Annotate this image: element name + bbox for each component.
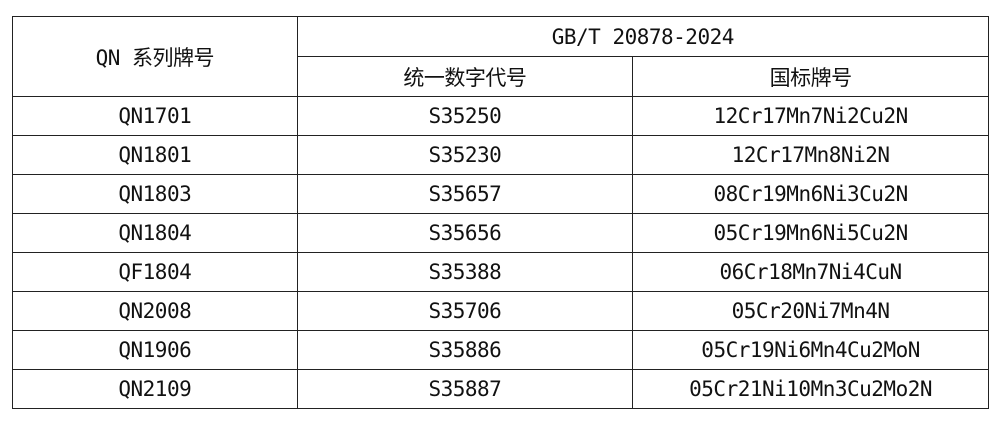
cell-unified-code: S35388 — [296, 252, 634, 292]
header-qn-series: QN 系列牌号 — [12, 16, 298, 97]
cell-unified-code: S35657 — [296, 174, 634, 214]
table-row: QN1701 S35250 12Cr17Mn7Ni2Cu2N — [12, 96, 989, 136]
cell-national-grade: 05Cr20Ni7Mn4N — [632, 291, 989, 331]
table-row: QF1804 S35388 06Cr18Mn7Ni4CuN — [12, 252, 989, 292]
cell-unified-code: S35886 — [296, 330, 634, 370]
cell-national-grade: 08Cr19Mn6Ni3Cu2N — [632, 174, 989, 214]
cell-national-grade: 05Cr21Ni10Mn3Cu2Mo2N — [632, 369, 989, 409]
header-row-2: 统一数字代号 国标牌号 — [13, 56, 989, 97]
cell-qn-grade: QN1701 — [12, 96, 298, 136]
cell-national-grade: 05Cr19Ni6Mn4Cu2MoN — [632, 330, 989, 370]
grade-comparison-table: QN 系列牌号 GB/T 20878-2024 统一数字代号 国标牌号 QN17… — [12, 16, 990, 409]
table-row: QN1803 S35657 08Cr19Mn6Ni3Cu2N — [12, 174, 989, 214]
cell-national-grade: 06Cr18Mn7Ni4CuN — [632, 252, 989, 292]
header-standard: GB/T 20878-2024 — [296, 16, 990, 57]
cell-qn-grade: QF1804 — [12, 252, 298, 292]
header-national-grade: 国标牌号 — [632, 56, 989, 97]
cell-qn-grade: QN1801 — [12, 135, 298, 175]
header-unified-code: 统一数字代号 — [296, 56, 634, 97]
cell-unified-code: S35656 — [296, 213, 634, 253]
cell-qn-grade: QN1804 — [12, 213, 298, 253]
cell-qn-grade: QN2008 — [12, 291, 298, 331]
cell-unified-code: S35250 — [296, 96, 634, 136]
table-row: QN2109 S35887 05Cr21Ni10Mn3Cu2Mo2N — [12, 369, 989, 409]
cell-unified-code: S35230 — [296, 135, 634, 175]
cell-national-grade: 12Cr17Mn8Ni2N — [632, 135, 989, 175]
cell-qn-grade: QN2109 — [12, 369, 298, 409]
cell-unified-code: S35706 — [296, 291, 634, 331]
cell-national-grade: 12Cr17Mn7Ni2Cu2N — [632, 96, 989, 136]
header-row-1: QN 系列牌号 GB/T 20878-2024 — [12, 16, 990, 97]
cell-qn-grade: QN1906 — [12, 330, 298, 370]
table-row: QN2008 S35706 05Cr20Ni7Mn4N — [12, 291, 989, 331]
cell-qn-grade: QN1803 — [12, 174, 298, 214]
cell-national-grade: 05Cr19Mn6Ni5Cu2N — [632, 213, 989, 253]
table-row: QN1804 S35656 05Cr19Mn6Ni5Cu2N — [12, 213, 989, 253]
cell-unified-code: S35887 — [296, 369, 634, 409]
table-row: QN1801 S35230 12Cr17Mn8Ni2N — [12, 135, 989, 175]
table-row: QN1906 S35886 05Cr19Ni6Mn4Cu2MoN — [12, 330, 989, 370]
